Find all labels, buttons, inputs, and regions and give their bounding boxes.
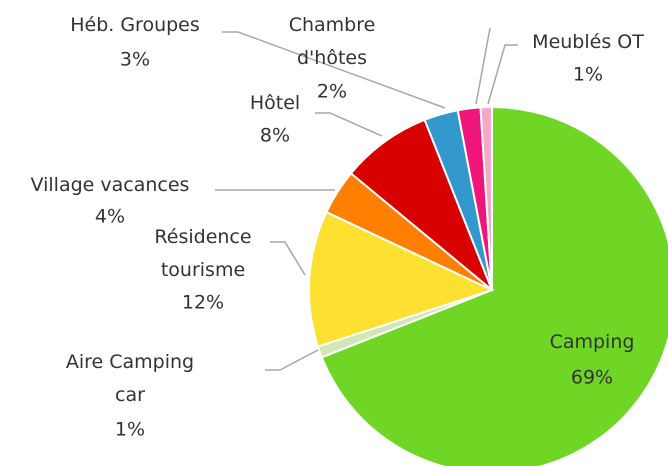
slice-value-label: 3% (120, 49, 150, 71)
leader-line (315, 112, 383, 137)
slice-value-label: 4% (95, 206, 125, 228)
slice-label: Chambre d'hôtes (289, 14, 376, 69)
leader-line (487, 44, 518, 105)
slice-label-line: Aire Camping (66, 351, 194, 373)
slice-label-line: Meublés OT (532, 31, 644, 53)
leader-line (270, 241, 306, 276)
slice-label-line: d'hôtes (297, 47, 367, 69)
slice-label-line: tourisme (161, 259, 245, 281)
slice-label: Camping (550, 331, 635, 353)
slice-label-line: Hôtel (250, 92, 300, 114)
pie-slice (479, 105, 493, 291)
slice-label: Meublés OT (532, 31, 644, 53)
pie-slice (308, 210, 495, 348)
slice-label: Héb. Groupes (70, 14, 200, 36)
slice-label-line: Village vacances (31, 174, 190, 196)
slice-value-label: 8% (260, 125, 290, 147)
slice-value-label: 1% (115, 419, 145, 441)
slice-label-line: Chambre (289, 14, 376, 36)
slice-label: Hôtel (250, 92, 300, 114)
pie-slice (349, 118, 493, 291)
slice-label-line: Héb. Groupes (70, 14, 200, 36)
slice-label-line: Camping (550, 331, 635, 353)
pie-slice (320, 105, 668, 466)
leader-line (475, 27, 491, 105)
slice-value-label: 2% (317, 81, 347, 103)
slice-label: Résidence tourisme (154, 226, 251, 281)
slice-label-line: Résidence (154, 226, 251, 248)
slice-label: Aire Camping car (66, 351, 194, 406)
slice-label: Village vacances (31, 174, 190, 196)
leader-line (222, 31, 446, 109)
slice-value-label: 69% (571, 367, 613, 389)
slice-value-label: 1% (573, 64, 603, 86)
slice-value-label: 12% (182, 292, 224, 314)
leader-line (265, 349, 319, 371)
slice-label-line: car (115, 384, 145, 406)
